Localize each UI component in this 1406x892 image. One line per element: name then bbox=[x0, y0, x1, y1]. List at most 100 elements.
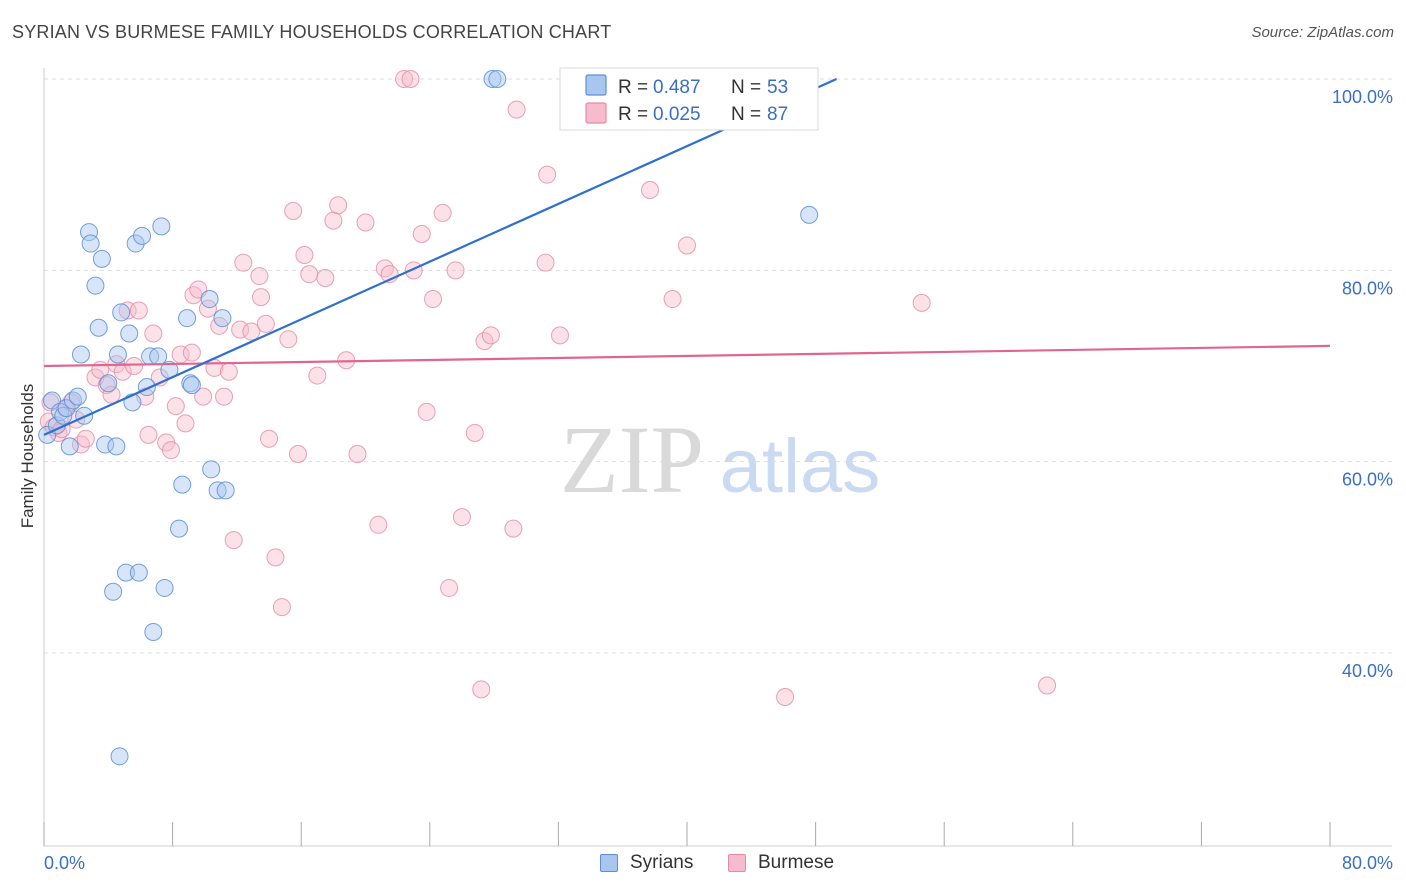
y-tick-label: 60.0% bbox=[1342, 470, 1393, 490]
burmese-point bbox=[316, 268, 335, 287]
burmese-point bbox=[284, 202, 303, 221]
burmese-point bbox=[182, 343, 201, 362]
syrians-point bbox=[96, 435, 115, 454]
syrians-point bbox=[178, 309, 197, 328]
burmese-point bbox=[166, 397, 185, 416]
burmese-point bbox=[256, 314, 275, 333]
burmese-point bbox=[536, 253, 555, 272]
burmese-point bbox=[194, 387, 213, 406]
burmese-point bbox=[71, 435, 90, 454]
watermark: ZIP atlas bbox=[560, 406, 880, 513]
syrians-point bbox=[89, 318, 108, 337]
burmese-point bbox=[369, 515, 388, 534]
syrians-point bbox=[488, 70, 507, 88]
burmese-point bbox=[231, 320, 250, 339]
x-tick-label: 80.0% bbox=[1342, 853, 1393, 873]
burmese-point bbox=[356, 213, 375, 232]
burmese-point bbox=[375, 259, 394, 278]
syrians-point bbox=[81, 234, 100, 253]
y-tick-labels: 40.0% 60.0% 80.0% 100.0% bbox=[1332, 87, 1393, 681]
syrians-point bbox=[216, 481, 235, 500]
burmese-point bbox=[424, 290, 443, 309]
legend-burmese-n-value: 87 bbox=[767, 104, 788, 125]
burmese-point bbox=[472, 680, 491, 699]
burmese-point bbox=[446, 261, 465, 280]
trend-lines bbox=[43, 77, 1331, 436]
burmese-point bbox=[324, 211, 343, 230]
burmese-point bbox=[776, 688, 795, 707]
burmese-point bbox=[279, 330, 298, 349]
burmese-point bbox=[242, 322, 261, 341]
legend-syrians-n-value: 53 bbox=[767, 77, 788, 98]
syrians-point bbox=[57, 399, 76, 418]
syrians-point bbox=[483, 70, 502, 88]
correlation-legend: R = 0.487 N = 53 R = 0.025 N = 87 bbox=[559, 67, 819, 131]
burmese-point bbox=[452, 508, 471, 527]
legend-label-syrians: Syrians bbox=[630, 852, 694, 873]
syrians-point bbox=[173, 475, 192, 494]
axes bbox=[43, 68, 1392, 847]
burmese-point bbox=[641, 180, 660, 199]
burmese-point bbox=[234, 253, 253, 272]
burmese-point bbox=[329, 196, 348, 215]
burmese-point bbox=[912, 293, 931, 312]
legend-item-burmese[interactable]: Burmese bbox=[728, 852, 834, 874]
watermark-zip: ZIP bbox=[560, 406, 704, 513]
syrians-point bbox=[123, 393, 142, 412]
burmese-point bbox=[1038, 676, 1057, 695]
legend-syrians-r-value: 0.487 bbox=[653, 77, 701, 98]
series-legend: Syrians Burmese bbox=[0, 852, 1406, 876]
burmese-point bbox=[76, 429, 95, 448]
syrians-point bbox=[71, 345, 90, 364]
burmese-point bbox=[102, 385, 121, 404]
burmese-point bbox=[504, 519, 523, 538]
burmese-point bbox=[219, 362, 238, 381]
syrians-point bbox=[116, 563, 135, 582]
syrians-point bbox=[104, 582, 123, 601]
burmese-trend-line bbox=[43, 344, 1331, 368]
syrians-point bbox=[170, 519, 189, 538]
legend-syrians-n-label: N = bbox=[731, 77, 761, 98]
burmese-point bbox=[198, 299, 217, 318]
legend-label-burmese: Burmese bbox=[758, 852, 835, 873]
burmese-point bbox=[417, 402, 436, 421]
x-tick-label: 0.0% bbox=[44, 853, 85, 873]
burmese-point bbox=[412, 224, 431, 243]
legend-item-syrians[interactable]: Syrians bbox=[600, 852, 693, 874]
burmese-point bbox=[663, 290, 682, 309]
burmese-point bbox=[507, 100, 526, 119]
burmese-point bbox=[224, 531, 243, 550]
syrians-point bbox=[144, 622, 163, 641]
burmese-point bbox=[401, 70, 420, 88]
burmese-point bbox=[288, 445, 307, 464]
legend-syrians-r-label: R = bbox=[618, 77, 648, 98]
y-tick-label: 100.0% bbox=[1332, 87, 1393, 107]
syrians-point bbox=[202, 460, 221, 479]
syrians-point bbox=[99, 374, 118, 393]
burmese-point bbox=[272, 598, 291, 617]
syrians-point bbox=[120, 324, 139, 343]
burmese-point bbox=[440, 578, 459, 597]
burmese-point bbox=[176, 414, 195, 433]
legend-burmese-n-label: N = bbox=[731, 104, 761, 125]
burmese-point bbox=[395, 70, 414, 88]
source-label: Source: ZipAtlas.com bbox=[1251, 24, 1394, 41]
syrians-swatch bbox=[600, 854, 618, 872]
burmese-point bbox=[113, 362, 132, 381]
syrians-point bbox=[107, 437, 126, 456]
burmese-point bbox=[139, 425, 158, 444]
burmese-point bbox=[260, 429, 279, 448]
burmese-point bbox=[551, 326, 570, 345]
burmese-point bbox=[144, 324, 163, 343]
y-tick-label: 80.0% bbox=[1342, 278, 1393, 298]
syrians-point bbox=[800, 205, 819, 224]
grid-lines bbox=[44, 78, 1392, 654]
burmese-point bbox=[215, 387, 234, 406]
syrians-point bbox=[80, 223, 99, 242]
chart-title: SYRIAN VS BURMESE FAMILY HOUSEHOLDS CORR… bbox=[12, 22, 612, 42]
burmese-point bbox=[538, 165, 557, 184]
burmese-point bbox=[266, 548, 285, 567]
syrians-point bbox=[155, 578, 174, 597]
syrians-point bbox=[108, 345, 127, 364]
